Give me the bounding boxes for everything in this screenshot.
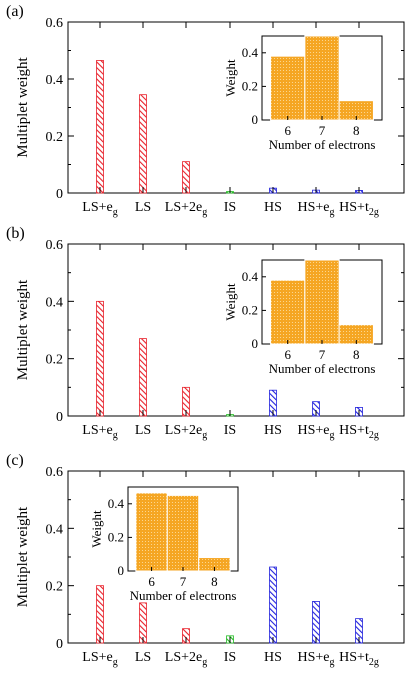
y-tick-label: 0.6 — [46, 238, 64, 253]
category-label: LS+eg — [82, 423, 117, 441]
y-tick-label: 0.6 — [46, 16, 64, 31]
category-label: HS+eg — [297, 650, 334, 668]
inset-y-tick-label: 0.2 — [242, 78, 258, 93]
chart-panel-1: 0 0.2 0.4 0.6 Multiplet weight (a) LS+eg LS LS+2… — [6, 3, 405, 218]
inset-y-tick-label: 0.4 — [108, 496, 125, 511]
bar-ls — [139, 94, 147, 194]
inset-bar — [304, 35, 340, 121]
inset-y-tick-label: 0.4 — [242, 45, 259, 60]
category-label: HS — [264, 423, 282, 438]
y-tick-label: 0.4 — [46, 522, 64, 537]
category-label: LS — [135, 200, 151, 215]
panel-label: (c) — [6, 452, 24, 469]
inset-y-tick-label: 0 — [252, 336, 259, 351]
y-tick-label: 0 — [56, 410, 63, 425]
bar-ls — [139, 338, 147, 417]
y-tick-label: 0 — [56, 187, 63, 202]
panel-label: (b) — [6, 225, 25, 242]
y-tick-label: 0.4 — [46, 73, 64, 88]
y-tick-label: 0.4 — [46, 295, 64, 310]
y-axis-label: Multiplet weight — [15, 56, 31, 157]
bar-ls-e — [96, 60, 104, 194]
inset-electron-histogram: 6 7 8 0 0.2 0.4 Number of electrons Weight — [223, 35, 383, 152]
category-label: LS — [135, 650, 151, 665]
inset-bar — [270, 55, 306, 121]
category-label: LS+eg — [82, 650, 117, 668]
inset-y-tick-label: 0.2 — [108, 529, 124, 544]
bar-ls-e — [96, 300, 104, 417]
category-label: HS+t2g — [339, 200, 379, 218]
inset-bar — [270, 279, 306, 345]
inset-bar — [166, 494, 200, 572]
bar-ls-e — [96, 585, 104, 644]
category-label: IS — [224, 650, 236, 665]
inset-x-tick-label: 7 — [319, 347, 326, 362]
category-label: IS — [224, 200, 236, 215]
category-label: HS — [264, 650, 282, 665]
inset-bar — [135, 492, 168, 572]
bar-hs-e — [312, 601, 320, 644]
inset-y-axis-label: Weight — [223, 59, 238, 97]
inset-y-axis-label: Weight — [89, 510, 104, 548]
y-axis-label: Multiplet weight — [15, 506, 31, 607]
inset-y-tick-label: 0.4 — [242, 269, 259, 284]
y-tick-label: 0.2 — [46, 353, 64, 368]
inset-electron-histogram: 6 7 8 0 0.2 0.4 Number of electrons Weight — [223, 259, 383, 376]
y-axis-label: Multiplet weight — [15, 279, 31, 380]
category-label: LS+eg — [82, 200, 117, 218]
category-label: IS — [224, 423, 236, 438]
y-tick-label: 0 — [56, 637, 63, 652]
inset-x-tick-label: 6 — [284, 123, 291, 138]
inset-y-tick-label: 0 — [252, 112, 259, 127]
inset-x-tick-label: 6 — [148, 574, 155, 589]
inset-x-tick-label: 8 — [211, 574, 218, 589]
y-tick-label: 0.6 — [46, 465, 64, 480]
category-label: LS+2eg — [165, 650, 207, 668]
inset-x-axis-label: Number of electrons — [130, 588, 237, 603]
inset-y-tick-label: 0.2 — [242, 302, 258, 317]
inset-x-tick-label: 8 — [353, 123, 360, 138]
category-label: LS+2eg — [165, 423, 207, 441]
inset-bar — [304, 259, 340, 345]
inset-x-tick-label: 6 — [284, 347, 291, 362]
inset-y-axis-label: Weight — [223, 283, 238, 321]
chart-panel-2: 0 0.2 0.4 0.6 Multiplet weight (b) LS+eg LS LS+2… — [6, 225, 405, 441]
bar-ls — [139, 602, 147, 644]
inset-x-axis-label: Number of electrons — [269, 137, 376, 152]
category-label: LS — [135, 423, 151, 438]
bar-hs — [269, 566, 277, 644]
category-label: HS+t2g — [339, 423, 379, 441]
y-tick-label: 0.2 — [46, 580, 64, 595]
y-tick-label: 0.2 — [46, 130, 64, 145]
category-label: HS+t2g — [339, 650, 379, 668]
category-label: LS+2eg — [165, 200, 207, 218]
category-label: HS — [264, 200, 282, 215]
panel-label: (a) — [6, 3, 24, 20]
chart-panel-3: 0 0.2 0.4 0.6 Multiplet weight (c) LS+eg LS LS+2… — [6, 452, 405, 668]
inset-x-tick-label: 8 — [353, 347, 360, 362]
inset-x-tick-label: 7 — [319, 123, 326, 138]
category-label: HS+eg — [297, 423, 334, 441]
inset-x-tick-label: 7 — [180, 574, 187, 589]
category-label: HS+eg — [297, 200, 334, 218]
inset-x-axis-label: Number of electrons — [269, 361, 376, 376]
inset-y-tick-label: 0 — [118, 563, 125, 578]
inset-electron-histogram: 6 7 8 0 0.2 0.4 Number of electrons Weight — [89, 486, 239, 603]
